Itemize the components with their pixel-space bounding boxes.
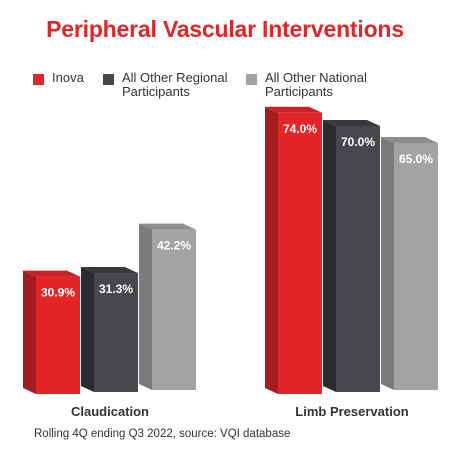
bar-limb-preservation-2 [336,126,380,392]
data-label-claudication-1: 30.9% [41,286,75,300]
bar-limb-preservation-3 [394,143,438,390]
bar-side-limb-preservation-1 [265,106,278,395]
bar-top-limb-preservation-3 [381,137,438,143]
data-label-claudication-2: 31.3% [99,282,133,296]
bar-top-claudication-3 [139,223,196,230]
bar-limb-preservation-1 [278,112,322,395]
legend-item-national: All Other National Participants [246,71,367,99]
legend-label-inova: Inova [52,70,84,85]
legend-label-regional: All Other Regional Participants [122,70,228,99]
chart-title: Peripheral Vascular Interventions [46,16,404,42]
bar-side-limb-preservation-3 [381,137,394,390]
bar-side-limb-preservation-2 [323,120,336,392]
legend-item-regional: All Other Regional Participants [103,71,228,99]
bar-side-claudication-1 [23,270,36,394]
data-label-limb-preservation-1: 74.0% [283,122,317,136]
legend-swatch-inova [33,74,44,85]
bar-top-limb-preservation-1 [265,106,322,113]
category-label-claudication: Claudication [71,404,149,419]
bar-side-claudication-2 [81,267,94,392]
bar-top-claudication-2 [81,267,138,274]
legend-swatch-national [246,74,257,85]
bar-top-claudication-1 [23,270,80,277]
legend: Inova All Other Regional Participants Al… [0,71,450,111]
legend-label-national: All Other National Participants [265,70,367,99]
bar-claudication-3 [152,229,196,390]
bar-claudication-1 [36,276,80,394]
category-label-limb-preservation: Limb Preservation [295,404,408,419]
legend-swatch-regional [103,74,114,85]
data-label-limb-preservation-3: 65.0% [399,152,433,166]
bar-claudication-2 [94,273,138,392]
data-label-claudication-3: 42.2% [157,239,191,253]
bar-side-claudication-3 [139,223,152,390]
legend-item-inova: Inova [33,71,84,85]
data-label-limb-preservation-2: 70.0% [341,135,375,149]
footnote: Rolling 4Q ending Q3 2022, source: VQI d… [34,428,291,440]
bar-top-limb-preservation-2 [323,120,380,126]
